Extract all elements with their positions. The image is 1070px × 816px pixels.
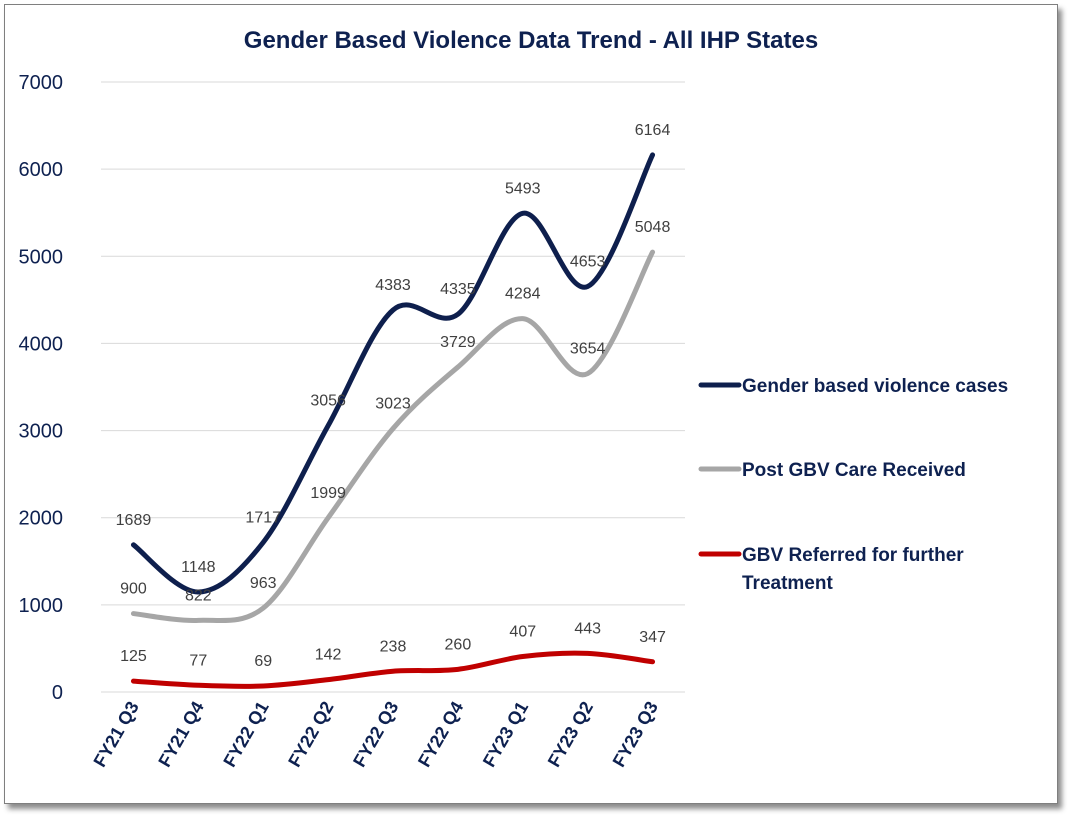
legend: Gender based violence cases Post GBV Care… — [698, 376, 1008, 594]
x-tick-label: FY23 Q2 — [544, 698, 597, 770]
data-labels: 1689 1148 1717 3056 4383 4335 5493 4653 6164 900 8… — [116, 122, 671, 670]
y-tick-label: 0 — [52, 682, 63, 704]
y-tick-label: 6000 — [19, 159, 64, 181]
chart-svg: Gender Based Violence Data Trend - All I… — [19, 27, 1009, 770]
y-tick-label: 4000 — [19, 333, 64, 355]
data-label: 4284 — [505, 286, 541, 303]
y-tick-label: 2000 — [19, 508, 64, 530]
data-label: 77 — [189, 652, 207, 669]
x-tick-label: FY23 Q1 — [479, 698, 532, 770]
data-label: 443 — [574, 620, 601, 637]
chart-title: Gender Based Violence Data Trend - All I… — [244, 27, 818, 54]
data-label: 142 — [315, 647, 342, 664]
legend-label: GBV Referred for further — [742, 545, 964, 566]
y-tick-label: 3000 — [19, 421, 64, 443]
grid-lines — [101, 81, 685, 693]
data-label: 1717 — [245, 509, 281, 526]
x-axis-ticks: FY21 Q3 FY21 Q4 FY22 Q1 FY22 Q2 FY22 Q3 FY22 … — [90, 698, 662, 770]
y-tick-label: 1000 — [19, 595, 64, 617]
x-tick-label: FY21 Q4 — [154, 698, 207, 770]
y-axis-ticks: 0 1000 2000 3000 4000 5000 6000 7000 — [19, 72, 64, 704]
series-lines — [130, 152, 656, 689]
data-label: 238 — [380, 638, 407, 655]
data-label: 900 — [120, 581, 147, 598]
data-label: 4335 — [440, 281, 476, 298]
x-tick-label: FY23 Q3 — [609, 698, 662, 770]
chart-frame: Gender Based Violence Data Trend - All I… — [4, 4, 1058, 804]
legend-label: Post GBV Care Received — [742, 460, 966, 481]
legend-label: Treatment — [742, 573, 833, 594]
data-label: 5493 — [505, 180, 541, 197]
data-label: 6164 — [635, 122, 671, 139]
legend-label: Gender based violence cases — [742, 376, 1008, 397]
data-label: 5048 — [635, 219, 671, 236]
data-label: 1148 — [181, 559, 216, 576]
data-label: 3654 — [570, 341, 606, 358]
series-line — [130, 152, 656, 595]
data-label: 407 — [509, 624, 536, 641]
series-line — [130, 249, 656, 624]
series-line — [130, 650, 656, 689]
data-label: 1999 — [310, 485, 346, 502]
x-tick-label: FY22 Q3 — [349, 698, 402, 770]
data-label: 4383 — [375, 277, 411, 294]
data-label: 963 — [250, 575, 277, 592]
x-tick-label: FY22 Q2 — [284, 698, 337, 770]
x-tick-label: FY21 Q3 — [90, 698, 143, 770]
y-tick-label: 5000 — [19, 246, 64, 268]
data-label: 3056 — [310, 393, 346, 410]
data-label: 4653 — [570, 254, 606, 271]
data-label: 347 — [639, 629, 666, 646]
data-label: 125 — [120, 648, 147, 665]
data-label: 260 — [445, 636, 472, 653]
data-label: 822 — [185, 587, 212, 604]
data-label: 3023 — [375, 396, 411, 413]
y-tick-label: 7000 — [19, 72, 64, 94]
x-tick-label: FY22 Q4 — [414, 698, 467, 770]
x-tick-label: FY22 Q1 — [219, 698, 272, 770]
data-label: 69 — [254, 653, 272, 670]
data-label: 3729 — [440, 334, 476, 351]
data-label: 1689 — [116, 512, 152, 529]
